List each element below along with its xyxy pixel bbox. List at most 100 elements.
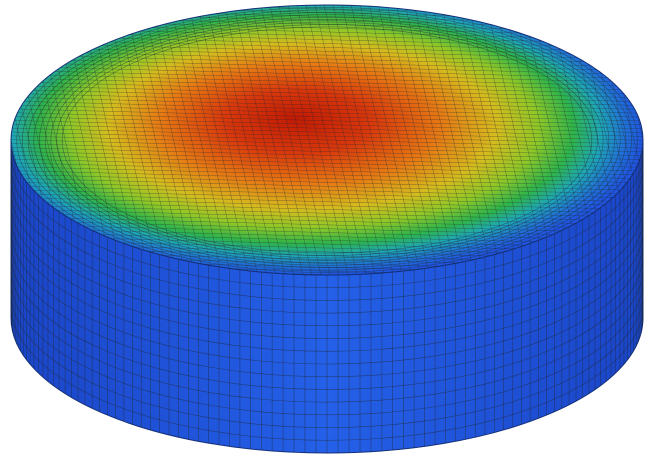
top-grid-line xyxy=(368,5,430,275)
top-grid-line xyxy=(11,46,643,64)
top-grid-line xyxy=(197,5,258,275)
top-grid-line xyxy=(11,100,643,118)
top-grid-line xyxy=(98,5,159,275)
side-band-line xyxy=(11,190,643,327)
top-ring-line xyxy=(50,21,604,259)
top-grid-line xyxy=(459,5,520,275)
side-band-line xyxy=(11,292,643,428)
top-grid-line xyxy=(11,178,643,195)
top-grid-line xyxy=(396,5,457,275)
side-band-line xyxy=(11,152,643,289)
top-grid-line xyxy=(495,5,556,275)
top-grid-line xyxy=(11,212,643,230)
top-grid-line xyxy=(441,5,502,275)
top-grid-line xyxy=(11,135,643,153)
top-grid-line xyxy=(11,162,643,180)
side-band-line xyxy=(11,165,643,301)
top-grid-line xyxy=(11,104,643,122)
top-grid-line xyxy=(11,143,643,160)
top-grid-line xyxy=(11,181,643,199)
top-grid-line xyxy=(125,5,186,275)
top-grid-line xyxy=(350,5,412,275)
side-band-line xyxy=(11,228,643,365)
top-grid-line xyxy=(215,5,276,275)
top-grid-line xyxy=(188,5,249,275)
top-grid-line xyxy=(11,77,643,95)
top-grid-line xyxy=(11,201,643,218)
top-ring-line xyxy=(61,26,593,254)
cylinder-side xyxy=(10,139,644,454)
top-grid-line xyxy=(11,93,643,110)
top-grid-line xyxy=(89,5,150,275)
top-grid-line xyxy=(134,5,195,275)
top-grid-line xyxy=(405,5,466,275)
top-grid-line xyxy=(11,151,643,168)
top-grid-line xyxy=(260,5,322,275)
top-grid-line xyxy=(11,70,643,87)
top-grid-line xyxy=(116,5,177,275)
top-grid-line xyxy=(359,5,421,275)
top-grid-line xyxy=(11,81,643,99)
top-grid-line xyxy=(11,108,643,126)
top-grid-line xyxy=(11,174,643,191)
top-grid-line xyxy=(11,89,643,106)
top-grid-line xyxy=(11,170,643,187)
top-grid-line xyxy=(468,5,529,275)
top-grid-line xyxy=(11,85,643,102)
top-grid-line xyxy=(224,5,286,275)
top-grid-line xyxy=(11,158,643,176)
top-grid-line xyxy=(11,208,643,226)
top-grid-line xyxy=(11,124,643,141)
top-grid-line xyxy=(278,5,340,275)
top-grid-line xyxy=(206,5,267,275)
top-grid-line xyxy=(11,166,643,183)
top-grid-line xyxy=(423,5,484,275)
top-grid-line xyxy=(269,5,331,275)
side-band-line xyxy=(11,305,643,441)
top-grid-line xyxy=(387,5,448,275)
top-grid-line xyxy=(504,5,565,275)
top-grid-line xyxy=(11,39,643,56)
top-grid-line xyxy=(378,5,439,275)
side-band-line xyxy=(11,216,643,352)
side-band-line xyxy=(11,267,643,403)
top-grid-line xyxy=(11,97,643,114)
side-band-line xyxy=(11,203,643,339)
side-band-line xyxy=(11,279,643,416)
top-grid-line xyxy=(11,127,643,145)
top-grid-line xyxy=(11,54,643,72)
top-grid-line xyxy=(305,5,367,275)
side-band-line xyxy=(11,241,643,378)
top-grid-line xyxy=(11,197,643,214)
top-grid-line xyxy=(11,116,643,133)
top-grid-line xyxy=(11,112,643,129)
top-grid-line xyxy=(11,205,643,222)
top-grid-line xyxy=(11,120,643,137)
top-grid-line xyxy=(341,5,403,275)
top-grid-line xyxy=(11,220,643,237)
top-grid-line xyxy=(161,5,222,275)
top-grid-line xyxy=(11,193,643,210)
top-grid-line xyxy=(11,62,643,79)
top-ring-line xyxy=(44,19,610,261)
top-grid-line xyxy=(11,131,643,149)
top-grid-line xyxy=(242,5,304,275)
side-band-line xyxy=(11,178,643,314)
top-ring-line xyxy=(33,14,621,266)
side-band-line xyxy=(11,254,643,390)
side-mesh-grid xyxy=(11,140,643,453)
top-grid-line xyxy=(450,5,511,275)
top-grid-line xyxy=(11,73,643,91)
top-grid-line xyxy=(11,224,643,241)
top-grid-line xyxy=(251,5,313,275)
top-grid-line xyxy=(432,5,493,275)
top-grid-line xyxy=(107,5,168,275)
top-grid-line xyxy=(11,154,643,172)
top-grid-line xyxy=(414,5,475,275)
top-grid-line xyxy=(233,5,295,275)
top-grid-line xyxy=(11,216,643,234)
top-grid-line xyxy=(11,66,643,83)
top-grid-line xyxy=(11,189,643,207)
top-grid-line xyxy=(11,185,643,203)
